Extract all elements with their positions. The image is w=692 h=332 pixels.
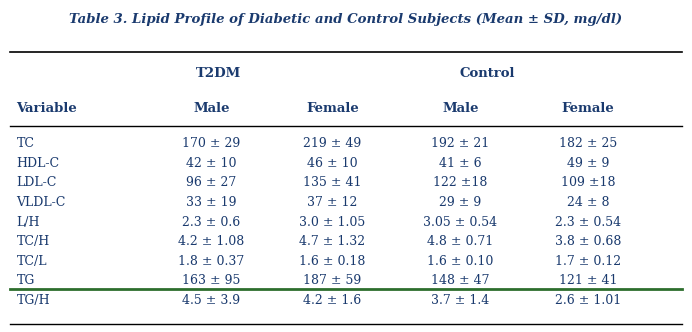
Text: 109 ±18: 109 ±18 <box>561 176 615 190</box>
Text: 1.8 ± 0.37: 1.8 ± 0.37 <box>179 255 245 268</box>
Text: 4.8 ± 0.71: 4.8 ± 0.71 <box>427 235 493 248</box>
Text: 122 ±18: 122 ±18 <box>433 176 487 190</box>
Text: 24 ± 8: 24 ± 8 <box>567 196 610 209</box>
Text: 37 ± 12: 37 ± 12 <box>307 196 358 209</box>
Text: TC/L: TC/L <box>17 255 47 268</box>
Text: Female: Female <box>562 102 614 115</box>
Text: Male: Male <box>442 102 479 115</box>
Text: 2.3 ± 0.6: 2.3 ± 0.6 <box>183 215 241 229</box>
Text: VLDL-C: VLDL-C <box>17 196 66 209</box>
Text: 4.2 ± 1.08: 4.2 ± 1.08 <box>179 235 245 248</box>
Text: Control: Control <box>459 67 515 80</box>
Text: 187 ± 59: 187 ± 59 <box>303 274 362 287</box>
Text: TG: TG <box>17 274 35 287</box>
Text: 4.7 ± 1.32: 4.7 ± 1.32 <box>300 235 365 248</box>
Text: 121 ± 41: 121 ± 41 <box>559 274 617 287</box>
Text: 182 ± 25: 182 ± 25 <box>559 137 617 150</box>
Text: 148 ± 47: 148 ± 47 <box>431 274 489 287</box>
Text: HDL-C: HDL-C <box>17 157 60 170</box>
Text: 46 ± 10: 46 ± 10 <box>307 157 358 170</box>
Text: 2.6 ± 1.01: 2.6 ± 1.01 <box>555 294 621 307</box>
Text: 41 ± 6: 41 ± 6 <box>439 157 482 170</box>
Text: 3.0 ± 1.05: 3.0 ± 1.05 <box>300 215 365 229</box>
Text: TG/H: TG/H <box>17 294 50 307</box>
Text: T2DM: T2DM <box>196 67 241 80</box>
Text: 33 ± 19: 33 ± 19 <box>186 196 237 209</box>
Text: 3.8 ± 0.68: 3.8 ± 0.68 <box>555 235 621 248</box>
Text: 135 ± 41: 135 ± 41 <box>303 176 362 190</box>
Text: 3.7 ± 1.4: 3.7 ± 1.4 <box>431 294 489 307</box>
Text: 192 ± 21: 192 ± 21 <box>431 137 489 150</box>
Text: 49 ± 9: 49 ± 9 <box>567 157 609 170</box>
Text: Variable: Variable <box>17 102 78 115</box>
Text: 42 ± 10: 42 ± 10 <box>186 157 237 170</box>
Text: 1.6 ± 0.18: 1.6 ± 0.18 <box>300 255 366 268</box>
Text: TC: TC <box>17 137 35 150</box>
Text: Male: Male <box>193 102 230 115</box>
Text: 2.3 ± 0.54: 2.3 ± 0.54 <box>555 215 621 229</box>
Text: TC/H: TC/H <box>17 235 50 248</box>
Text: 1.7 ± 0.12: 1.7 ± 0.12 <box>555 255 621 268</box>
Text: L/H: L/H <box>17 215 40 229</box>
Text: 4.5 ± 3.9: 4.5 ± 3.9 <box>183 294 241 307</box>
Text: 96 ± 27: 96 ± 27 <box>186 176 237 190</box>
Text: 3.05 ± 0.54: 3.05 ± 0.54 <box>424 215 498 229</box>
Text: LDL-C: LDL-C <box>17 176 57 190</box>
Text: Table 3. Lipid Profile of Diabetic and Control Subjects (Mean ± SD, mg/dl): Table 3. Lipid Profile of Diabetic and C… <box>69 13 623 26</box>
Text: 4.2 ± 1.6: 4.2 ± 1.6 <box>303 294 362 307</box>
Text: Female: Female <box>306 102 359 115</box>
Text: 1.6 ± 0.10: 1.6 ± 0.10 <box>427 255 493 268</box>
Text: 219 ± 49: 219 ± 49 <box>303 137 362 150</box>
Text: 170 ± 29: 170 ± 29 <box>183 137 241 150</box>
Text: 29 ± 9: 29 ± 9 <box>439 196 482 209</box>
Text: 163 ± 95: 163 ± 95 <box>182 274 241 287</box>
